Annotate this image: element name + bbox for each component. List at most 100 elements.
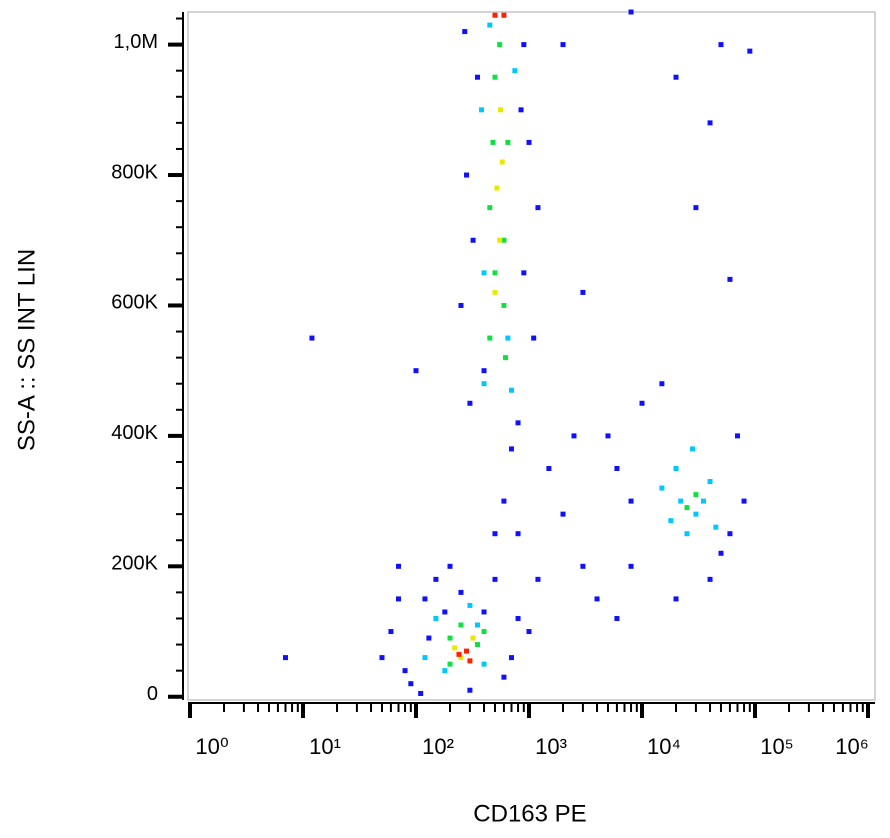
data-point [505,139,511,145]
data-point [442,609,448,615]
data-point [395,596,401,602]
data-point [518,107,524,113]
data-point [580,563,586,569]
x-tick-label: 10⁵ [760,734,794,759]
data-point [467,400,473,406]
data-point [402,668,408,674]
x-tick-label: 10³ [535,734,567,759]
data-point [501,498,507,504]
data-point [467,687,473,693]
data-point [481,661,487,667]
data-point [508,655,514,661]
data-point [521,270,527,276]
data-point [535,576,541,582]
x-tick-label: 10⁰ [195,734,228,759]
data-point [700,498,706,504]
data-point [508,446,514,452]
data-point [515,420,521,426]
data-point [505,335,511,341]
data-point [713,524,719,530]
data-point [481,629,487,635]
data-point [497,42,503,48]
data-point [282,655,288,661]
data-point [515,531,521,537]
data-point [668,518,674,524]
y-tick-label: 400K [111,422,158,444]
data-point [426,635,432,641]
data-point [408,681,414,687]
data-point [628,563,634,569]
data-point [481,270,487,276]
data-point [535,205,541,211]
data-point [309,335,315,341]
data-point [494,185,500,191]
data-point [734,433,740,439]
y-tick-label: 0 [147,683,158,705]
x-tick-label: 10⁴ [647,734,681,759]
data-point [492,74,498,80]
data-point [456,651,462,657]
data-point [693,511,699,517]
data-point [684,531,690,537]
data-point [442,668,448,674]
data-point [422,596,428,602]
data-point [433,576,439,582]
y-tick-label: 200K [111,553,158,575]
data-point [628,498,634,504]
data-point [458,302,464,308]
data-point [395,563,401,569]
data-point [718,550,724,556]
data-point [481,368,487,374]
data-point [707,120,713,126]
data-point [594,596,600,602]
data-point [481,609,487,615]
data-point [521,42,527,48]
data-point [628,9,634,15]
data-point [707,479,713,485]
data-point [379,655,385,661]
data-point [492,576,498,582]
data-point [605,433,611,439]
data-point [490,139,496,145]
data-point [693,205,699,211]
data-point [467,602,473,608]
data-point [422,655,428,661]
data-point [474,622,480,628]
data-point [418,690,424,696]
x-tick-label: 10² [422,734,454,759]
x-tick-label: 10¹ [309,734,341,759]
data-point [501,674,507,680]
data-point [560,42,566,48]
data-point [447,563,453,569]
data-point [693,492,699,498]
data-point [639,400,645,406]
data-point [474,642,480,648]
data-point [560,511,566,517]
data-point [515,615,521,621]
data-point [571,433,577,439]
data-point [462,29,468,35]
data-point [659,485,665,491]
data-point [498,107,504,113]
data-point [487,22,493,28]
data-point [413,368,419,374]
data-point [614,465,620,471]
data-point [458,655,464,661]
data-point [458,589,464,595]
x-tick-label: 10⁶ [835,734,869,759]
data-point [470,237,476,243]
data-point [433,615,439,621]
data-point [481,381,487,387]
data-point [546,465,552,471]
data-point [447,635,453,641]
data-point [503,355,509,361]
data-point [501,12,507,18]
data-point [526,629,532,635]
plot-frame [187,11,876,701]
y-tick-label: 1,0M [114,31,158,53]
data-point [492,12,498,18]
data-point [492,289,498,295]
data-point [718,42,724,48]
data-point [501,302,507,308]
